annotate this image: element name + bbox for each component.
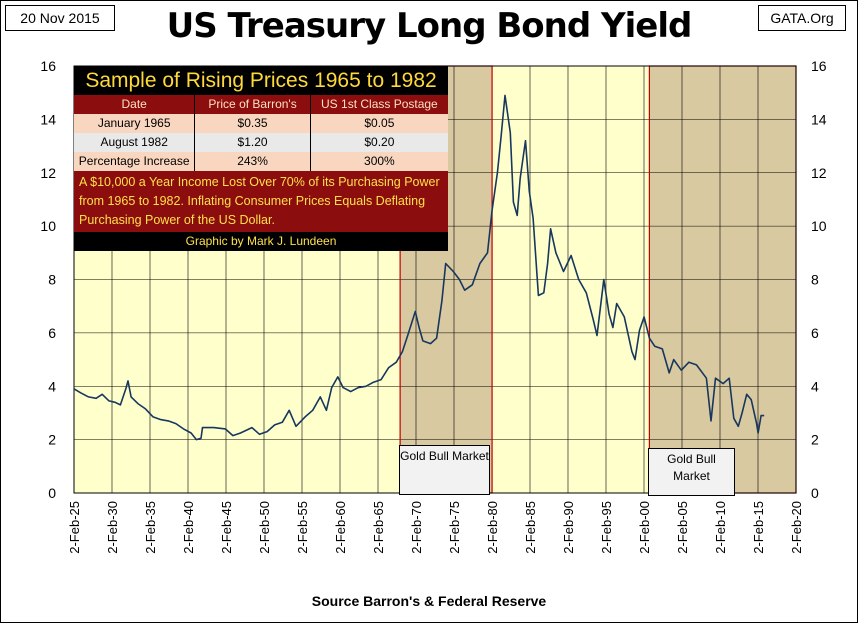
table-cell: Percentage Increase: [74, 152, 195, 171]
table-cell: January 1965: [74, 114, 195, 133]
y-tick-label-right: 4: [811, 378, 819, 394]
x-tick-label: 2-Feb-45: [219, 501, 234, 554]
table-note: A $10,000 a Year Income Lost Over 70% of…: [74, 171, 448, 232]
col-header-date: Date: [74, 95, 195, 114]
table-cell: 300%: [309, 152, 449, 171]
table-row: August 1982 $1.20 $0.20: [74, 133, 449, 152]
table-header-row: Date Price of Barron's US 1st Class Post…: [74, 95, 449, 114]
y-tick-label-right: 8: [811, 272, 819, 288]
x-tick-label: 2-Feb-20: [789, 501, 804, 554]
site-label: GATA.Org: [758, 5, 846, 31]
table-row: Percentage Increase 243% 300%: [74, 152, 449, 171]
y-tick-label-right: 16: [811, 58, 827, 74]
table-credit: Graphic by Mark J. Lundeen: [185, 234, 337, 248]
x-tick-label: 2-Feb-75: [447, 501, 462, 554]
y-tick-label-right: 14: [811, 111, 827, 127]
gold-bull-label-2: Gold Bull Market: [648, 448, 735, 496]
x-tick-label: 2-Feb-65: [371, 501, 386, 554]
x-tick-label: 2-Feb-00: [637, 501, 652, 554]
x-tick-label: 2-Feb-90: [561, 501, 576, 554]
x-tick-label: 2-Feb-35: [143, 501, 158, 554]
table-cell: $1.20: [194, 133, 310, 152]
x-tick-label: 2-Feb-60: [333, 501, 348, 554]
col-header-barrons: Price of Barron's: [194, 95, 310, 114]
x-tick-label: 2-Feb-05: [675, 501, 690, 554]
y-tick-label-left: 16: [40, 58, 56, 74]
x-tick-label: 2-Feb-15: [751, 501, 766, 554]
source-label: Source Barron's & Federal Reserve: [311, 593, 547, 609]
y-tick-label-left: 10: [40, 218, 56, 234]
yield-series-line: [73, 94, 765, 441]
y-tick-label-right: 2: [811, 432, 819, 448]
x-tick-label: 2-Feb-10: [713, 501, 728, 554]
y-tick-label-left: 8: [48, 272, 56, 288]
x-tick-label: 2-Feb-70: [409, 501, 424, 554]
x-tick-label: 2-Feb-80: [485, 501, 500, 554]
y-tick-label-left: 14: [40, 111, 56, 127]
y-tick-label-right: 10: [811, 218, 827, 234]
x-tick-label: 2-Feb-40: [181, 501, 196, 554]
table-cell: $0.35: [194, 114, 310, 133]
x-tick-label: 2-Feb-30: [105, 501, 120, 554]
table-cell: $0.20: [309, 133, 449, 152]
x-tick-label: 2-Feb-50: [257, 501, 272, 554]
x-tick-label: 2-Feb-55: [295, 501, 310, 554]
y-tick-label-left: 6: [48, 325, 56, 341]
y-tick-label-left: 2: [48, 432, 56, 448]
col-header-postage: US 1st Class Postage: [309, 95, 449, 114]
chart-title: US Treasury Long Bond Yield: [166, 6, 693, 46]
y-tick-label-left: 12: [40, 165, 56, 181]
y-tick-label-left: 0: [48, 485, 56, 501]
y-tick-label-right: 0: [811, 485, 819, 501]
y-tick-label-right: 12: [811, 165, 827, 181]
table-cell: 243%: [194, 152, 310, 171]
gold-bull-label-1: Gold Bull Market: [399, 445, 490, 495]
y-tick-label-right: 6: [811, 325, 819, 341]
y-tick-label-left: 4: [48, 378, 56, 394]
x-tick-label: 2-Feb-85: [523, 501, 538, 554]
table-title: Sample of Rising Prices 1965 to 1982: [85, 69, 437, 92]
date-label: 20 Nov 2015: [5, 5, 115, 31]
price-table: Sample of Rising Prices 1965 to 1982 Dat…: [74, 66, 449, 251]
table-cell: August 1982: [74, 133, 195, 152]
x-tick-label: 2-Feb-95: [599, 501, 614, 554]
x-tick-label: 2-Feb-25: [67, 501, 82, 554]
table-cell: $0.05: [309, 114, 449, 133]
table-row: January 1965 $0.35 $0.05: [74, 114, 449, 133]
